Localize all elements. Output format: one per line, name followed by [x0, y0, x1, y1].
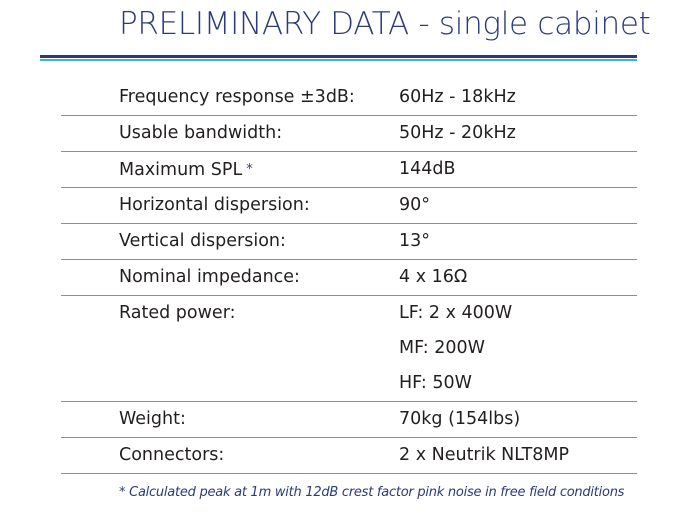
spec-label: Horizontal dispersion:	[119, 188, 310, 223]
spec-values: 70kg (154lbs)	[399, 402, 637, 437]
spec-label-text: Frequency response ±3dB:	[119, 87, 355, 107]
spec-row: Weight: 70kg (154lbs)	[61, 402, 637, 438]
spec-values: 50Hz - 20kHz	[399, 116, 637, 151]
spec-row: Maximum SPL * 144dB	[61, 152, 637, 188]
spec-values: 13°	[399, 224, 637, 259]
spec-value: 13°	[399, 231, 431, 251]
spec-label: Nominal impedance:	[119, 260, 300, 295]
footnote-marker: *	[246, 162, 253, 177]
spec-label-text: Horizontal dispersion:	[119, 195, 310, 215]
spec-value: 60Hz - 18kHz	[399, 87, 516, 107]
spec-value: 144dB	[399, 159, 456, 179]
spec-row: Vertical dispersion: 13°	[61, 224, 637, 260]
spec-values: LF: 2 x 400W MF: 200W HF: 50W	[399, 296, 637, 401]
spec-value: 90°	[399, 195, 431, 215]
footnote: * Calculated peak at 1m with 12dB crest …	[119, 485, 625, 500]
spec-value: HF: 50W	[399, 373, 472, 393]
title-rule-dark	[40, 55, 637, 58]
spec-label-text: Rated power:	[119, 303, 236, 323]
title-rule-light	[40, 59, 637, 61]
spec-values: 2 x Neutrik NLT8MP	[399, 438, 637, 473]
spec-label-text: Maximum SPL	[119, 160, 243, 180]
spec-value: MF: 200W	[399, 338, 485, 358]
spec-label: Connectors:	[119, 438, 224, 473]
spec-values: 144dB	[399, 152, 637, 187]
spec-row: Rated power: LF: 2 x 400W MF: 200W HF: 50W	[61, 296, 637, 402]
spec-row: Frequency response ±3dB: 60Hz - 18kHz	[61, 80, 637, 116]
spec-value: LF: 2 x 400W	[399, 303, 513, 323]
spec-values: 4 x 16Ω	[399, 260, 637, 295]
spec-row: Horizontal dispersion: 90°	[61, 188, 637, 224]
spec-label: Vertical dispersion:	[119, 224, 286, 259]
spec-row: Nominal impedance: 4 x 16Ω	[61, 260, 637, 296]
spec-values: 90°	[399, 188, 637, 223]
spec-label: Frequency response ±3dB:	[119, 80, 355, 115]
spec-label: Usable bandwidth:	[119, 116, 282, 151]
spec-value: 50Hz - 20kHz	[399, 123, 516, 143]
spec-value: 70kg (154lbs)	[399, 409, 521, 429]
spec-label-text: Vertical dispersion:	[119, 231, 286, 251]
spec-value: 2 x Neutrik NLT8MP	[399, 445, 570, 465]
spec-label-text: Nominal impedance:	[119, 267, 300, 287]
spec-label: Maximum SPL *	[119, 152, 253, 187]
spec-label-text: Usable bandwidth:	[119, 123, 283, 143]
spec-table: Frequency response ±3dB: 60Hz - 18kHz Usab…	[61, 80, 637, 474]
spec-row: Usable bandwidth: 50Hz - 20kHz	[61, 116, 637, 152]
spec-value: 4 x 16Ω	[399, 267, 468, 287]
spec-label-text: Connectors:	[119, 445, 225, 465]
spec-label-text: Weight:	[119, 409, 186, 429]
spec-values: 60Hz - 18kHz	[399, 80, 637, 115]
spec-label: Rated power:	[119, 296, 235, 331]
page-title: PRELIMINARY DATA - single cabinet	[119, 6, 651, 42]
spec-row: Connectors: 2 x Neutrik NLT8MP	[61, 438, 637, 474]
spec-label: Weight:	[119, 402, 186, 437]
